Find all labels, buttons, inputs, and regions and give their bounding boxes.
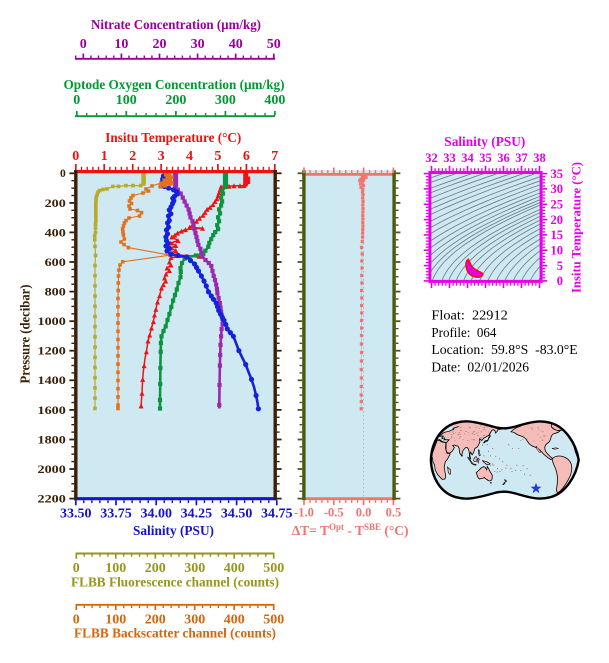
svg-text:Float: 22912: Float: 22912 <box>431 309 507 324</box>
svg-text:34.00: 34.00 <box>140 507 172 522</box>
svg-text:5: 5 <box>557 259 563 273</box>
svg-text:3: 3 <box>158 149 165 164</box>
svg-text:Nitrate Concentration (µm/kg): Nitrate Concentration (µm/kg) <box>91 18 261 33</box>
svg-text:FLBB Fluorescence channel (cou: FLBB Fluorescence channel (counts) <box>71 575 279 590</box>
svg-text:200: 200 <box>145 561 166 576</box>
svg-text:400: 400 <box>224 561 245 576</box>
svg-text:6: 6 <box>243 149 250 164</box>
svg-text:1600: 1600 <box>38 405 67 417</box>
svg-text:400: 400 <box>264 93 285 108</box>
svg-text:200: 200 <box>45 198 67 210</box>
svg-text:20: 20 <box>153 37 167 52</box>
svg-text:33.50: 33.50 <box>60 507 92 522</box>
svg-text:15: 15 <box>551 228 564 242</box>
svg-text:800: 800 <box>45 287 67 299</box>
svg-text:0: 0 <box>72 149 79 164</box>
svg-text:37: 37 <box>515 151 528 165</box>
svg-text:500: 500 <box>263 561 284 576</box>
svg-text:-0.5: -0.5 <box>324 505 344 519</box>
svg-text:2200: 2200 <box>38 494 67 506</box>
svg-text:32: 32 <box>425 151 438 165</box>
svg-text:33: 33 <box>443 151 456 165</box>
svg-text:25: 25 <box>551 198 564 212</box>
svg-text:100: 100 <box>105 561 126 576</box>
svg-text:Optode Oxygen Concentration (µ: Optode Oxygen Concentration (µm/kg) <box>64 78 285 93</box>
svg-text:10: 10 <box>551 244 564 258</box>
svg-text:2: 2 <box>129 149 136 164</box>
svg-text:0: 0 <box>73 612 80 627</box>
svg-text:Insitu Temperature (°C): Insitu Temperature (°C) <box>105 131 241 146</box>
svg-text:1: 1 <box>101 149 108 164</box>
svg-text:0: 0 <box>73 561 80 576</box>
svg-text:50: 50 <box>267 37 281 52</box>
svg-text:300: 300 <box>184 561 205 576</box>
svg-text:40: 40 <box>229 37 243 52</box>
svg-text:Salinity (PSU): Salinity (PSU) <box>133 524 214 539</box>
svg-text:Salinity (PSU): Salinity (PSU) <box>444 135 525 150</box>
svg-text:400: 400 <box>45 227 67 239</box>
svg-text:200: 200 <box>145 612 166 627</box>
svg-text:Insitu Temperature (°C): Insitu Temperature (°C) <box>569 162 584 293</box>
svg-text:600: 600 <box>45 257 67 269</box>
svg-text:0: 0 <box>73 93 80 108</box>
svg-text:34.25: 34.25 <box>181 507 213 522</box>
svg-text:100: 100 <box>116 93 137 108</box>
svg-text:0.0: 0.0 <box>356 505 372 519</box>
svg-text:36: 36 <box>497 151 510 165</box>
svg-text:0: 0 <box>557 274 563 288</box>
svg-text:34.50: 34.50 <box>221 507 253 522</box>
svg-text:1800: 1800 <box>38 434 67 446</box>
svg-text:Location: 59.8°S -83.0°E: Location: 59.8°S -83.0°E <box>431 343 577 358</box>
svg-text:500: 500 <box>263 612 284 627</box>
svg-text:5: 5 <box>214 149 221 164</box>
svg-text:ΔT= TOpt - TSBE (°C): ΔT= TOpt - TSBE (°C) <box>292 522 409 538</box>
svg-text:33.75: 33.75 <box>100 507 132 522</box>
svg-text:30: 30 <box>551 182 564 196</box>
svg-text:300: 300 <box>184 612 205 627</box>
svg-text:4: 4 <box>186 149 193 164</box>
svg-text:35: 35 <box>551 167 564 181</box>
svg-text:1000: 1000 <box>38 316 67 328</box>
svg-text:30: 30 <box>191 37 205 52</box>
svg-text:0: 0 <box>80 37 87 52</box>
svg-text:400: 400 <box>224 612 245 627</box>
svg-text:FLBB Backscatter channel (coun: FLBB Backscatter channel (counts) <box>74 627 276 642</box>
svg-text:Profile: 064: Profile: 064 <box>431 326 496 341</box>
svg-text:38: 38 <box>533 151 546 165</box>
svg-text:Pressure (decibar): Pressure (decibar) <box>19 284 34 383</box>
svg-text:1200: 1200 <box>38 346 67 358</box>
svg-text:1400: 1400 <box>38 375 67 387</box>
svg-text:34.75: 34.75 <box>261 507 293 522</box>
svg-text:35: 35 <box>479 151 492 165</box>
svg-text:200: 200 <box>165 93 186 108</box>
svg-text:7: 7 <box>271 149 278 164</box>
svg-text:0.5: 0.5 <box>386 505 402 519</box>
svg-text:10: 10 <box>114 37 128 52</box>
svg-text:100: 100 <box>105 612 126 627</box>
svg-text:-1.0: -1.0 <box>294 505 314 519</box>
svg-text:0: 0 <box>60 168 66 180</box>
svg-text:2000: 2000 <box>38 464 67 476</box>
svg-text:Date: 02/01/2026: Date: 02/01/2026 <box>431 360 529 375</box>
svg-text:20: 20 <box>551 213 564 227</box>
svg-text:34: 34 <box>461 151 474 165</box>
svg-text:300: 300 <box>215 93 236 108</box>
